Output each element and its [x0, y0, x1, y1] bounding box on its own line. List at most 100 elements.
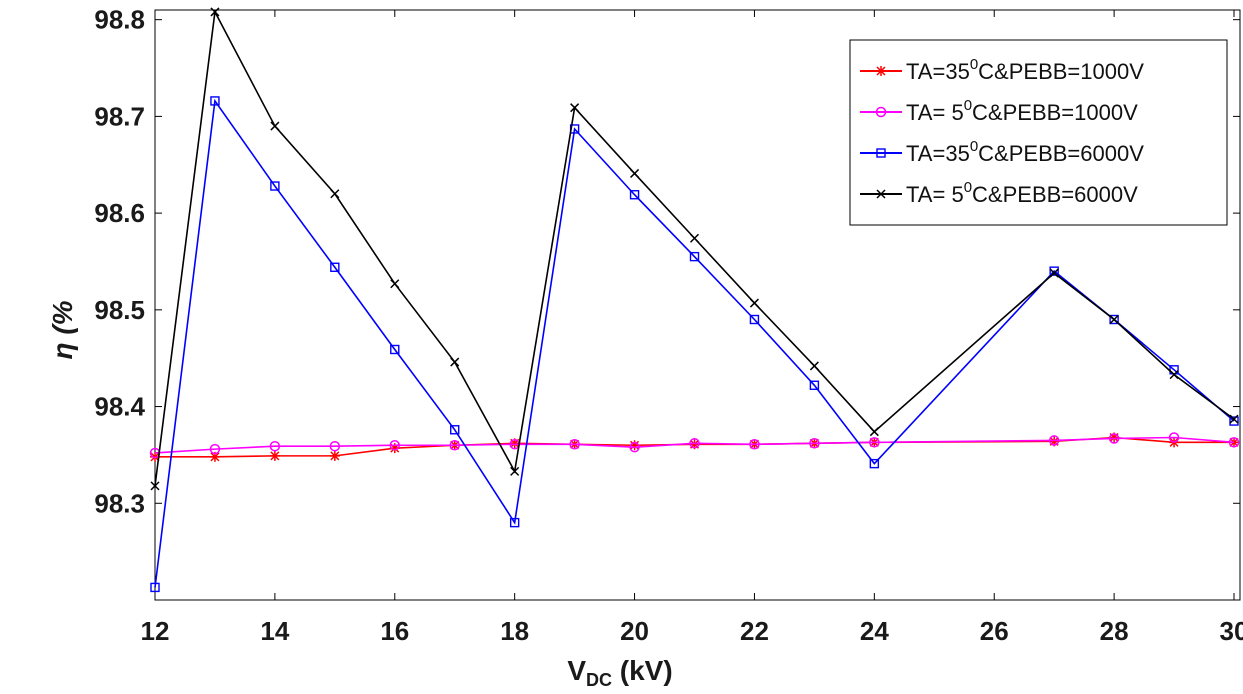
- data-point: [1228, 437, 1240, 448]
- legend-label-pre: TA= 5: [906, 182, 964, 207]
- data-point: [630, 168, 640, 178]
- x-tick-label: 26: [980, 616, 1009, 646]
- data-point: [269, 440, 281, 452]
- legend-label-pre: TA= 5: [906, 100, 964, 125]
- data-point: [1049, 268, 1059, 278]
- legend-label-pre: TA=35: [906, 141, 970, 166]
- data-point: [869, 437, 880, 448]
- data-point: [209, 443, 221, 455]
- data-point: [569, 439, 580, 450]
- data-point: [389, 439, 401, 451]
- legend-label-sup: 0: [964, 179, 972, 196]
- x-tick-label: 30: [1220, 616, 1243, 646]
- series-3: [150, 96, 1239, 593]
- data-point: [570, 103, 580, 113]
- data-point: [689, 251, 700, 262]
- legend-swatch-marker: [876, 189, 886, 199]
- x-tick-label: 22: [740, 616, 769, 646]
- legend-label-post: C&PEBB=1000V: [972, 100, 1138, 125]
- axis-ticks: [154, 10, 1240, 600]
- data-point: [449, 439, 460, 451]
- series-layer: [149, 7, 1240, 593]
- x-tick-label: 12: [141, 616, 170, 646]
- data-point: [270, 181, 280, 191]
- data-point: [689, 233, 700, 243]
- data-point: [629, 190, 640, 200]
- series-line: [154, 98, 1235, 588]
- data-point: [210, 96, 220, 106]
- data-point: [450, 425, 460, 435]
- x-tick-label: 28: [1100, 616, 1129, 646]
- data-point: [150, 481, 160, 491]
- legend-swatch-marker: [876, 66, 886, 76]
- y-tick-label: 98.8: [94, 5, 145, 35]
- data-point: [510, 466, 520, 476]
- legend-item: TA= 50C&PEBB=1000V: [860, 97, 1138, 125]
- legend-label: TA= 50C&PEBB=1000V: [906, 97, 1138, 125]
- x-axis-label-unit: (kV): [612, 655, 673, 686]
- data-point: [329, 450, 340, 461]
- data-point: [1049, 266, 1059, 276]
- data-point: [869, 458, 880, 469]
- series-line: [154, 436, 1235, 454]
- data-point: [809, 380, 820, 390]
- data-point: [330, 262, 340, 272]
- data-point: [1109, 314, 1119, 325]
- legend-label-post: C&PEBB=6000V: [972, 182, 1138, 207]
- data-point: [809, 438, 820, 449]
- legend-label-sup: 0: [970, 56, 978, 73]
- y-tick-label: 98.4: [94, 392, 145, 422]
- y-tick-label: 98.3: [94, 488, 145, 518]
- data-point: [1229, 414, 1239, 424]
- data-point: [749, 314, 760, 325]
- x-axis-label: VDC (kV): [567, 655, 672, 690]
- data-point: [270, 121, 280, 131]
- y-axis-label: η (%: [47, 300, 78, 359]
- data-point: [150, 582, 160, 593]
- data-point: [629, 441, 640, 453]
- data-point: [869, 427, 879, 437]
- x-tick-label: 18: [500, 616, 529, 646]
- legend-label: TA=350C&PEBB=1000V: [906, 56, 1144, 84]
- data-point: [749, 439, 760, 450]
- data-point: [330, 189, 340, 199]
- legend-label: TA= 50C&PEBB=6000V: [906, 179, 1138, 207]
- legend-label-post: C&PEBB=6000V: [978, 141, 1144, 166]
- data-point: [390, 279, 400, 289]
- legend-box: [849, 39, 1228, 226]
- y-tick-label: 98.6: [94, 198, 145, 228]
- data-point: [1229, 416, 1239, 426]
- data-point: [269, 450, 280, 461]
- y-tick-label: 98.7: [94, 101, 145, 131]
- data-point: [1108, 433, 1120, 444]
- legend-item: TA= 50C&PEBB=6000V: [860, 179, 1138, 207]
- legend-label-post: C&PEBB=1000V: [978, 59, 1144, 84]
- data-point: [509, 517, 520, 528]
- data-point: [1109, 314, 1119, 325]
- data-point: [629, 440, 640, 451]
- x-tick-label: 24: [860, 616, 889, 646]
- data-point: [390, 344, 400, 355]
- data-point: [210, 7, 220, 17]
- tick-labels: 12 14 16 18 20 22 24 26 28 30 98.3 98.4 98.5 98.6 98.7…: [94, 5, 1243, 646]
- data-point: [1169, 370, 1179, 380]
- legend-label-sup: 0: [970, 138, 978, 155]
- data-point: [450, 357, 460, 367]
- y-tick-label: 98.5: [94, 295, 145, 325]
- data-point: [329, 440, 341, 452]
- x-axis-label-main: V: [567, 655, 586, 686]
- data-point: [689, 438, 700, 449]
- legend-label-pre: TA=35: [906, 59, 970, 84]
- legend-label: TA=350C&PEBB=6000V: [906, 138, 1144, 166]
- x-tick-label: 20: [620, 616, 649, 646]
- legend-item: TA=350C&PEBB=6000V: [860, 138, 1144, 166]
- data-point: [1168, 432, 1180, 443]
- x-tick-label: 16: [380, 616, 409, 646]
- x-axis-label-subscript: DC: [586, 670, 612, 690]
- series-4: [150, 7, 1239, 491]
- legend-label-sup: 0: [964, 97, 972, 114]
- x-tick-label: 14: [260, 616, 289, 646]
- legend-swatch-marker: [875, 106, 887, 118]
